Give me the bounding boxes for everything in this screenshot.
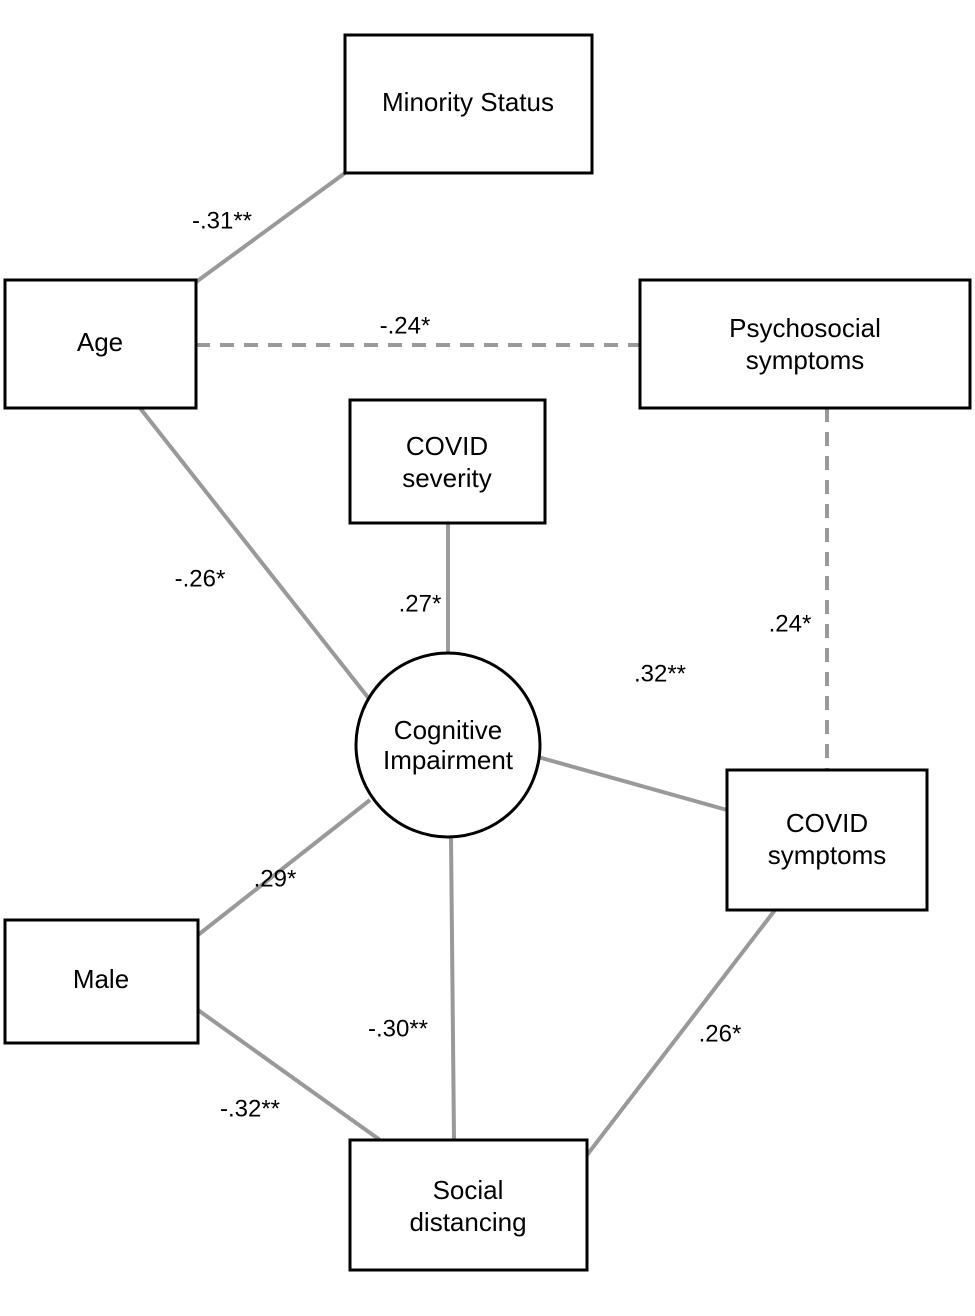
node-covid-symptoms-label-2: symptoms <box>768 840 886 870</box>
edge-age-cogimp <box>140 408 370 700</box>
edge-label-age-psychsym: -.24* <box>380 312 431 339</box>
edge-label-covidsym-socdist: .26* <box>699 1020 742 1047</box>
node-covid-severity-label-1: COVID <box>406 431 488 461</box>
edge-label-socdist-cogimp: -.30** <box>368 1015 428 1042</box>
node-social-distancing <box>350 1140 587 1270</box>
node-covid-symptoms-label-1: COVID <box>786 808 868 838</box>
edge-label-psychsym-covidsym: .24* <box>769 610 812 637</box>
edge-label-male-socdist: -.32** <box>220 1095 280 1122</box>
node-covid-severity <box>350 400 545 523</box>
node-cogimp-label-1: Cognitive <box>394 715 502 745</box>
edge-label-covidsev-cogimp: .27* <box>399 590 442 617</box>
path-diagram: Minority Status Age Psychosocial symptom… <box>0 0 975 1316</box>
node-male-label: Male <box>73 964 129 994</box>
edge-covidsym-cogimp <box>538 757 727 810</box>
edge-label-minority-age: -.31** <box>192 207 252 234</box>
node-psychosocial-label-1: Psychosocial <box>729 313 881 343</box>
node-minority-status-label: Minority Status <box>382 87 554 117</box>
edge-label-covidsym-cogimp: .32** <box>634 660 686 687</box>
edge-label-age-cogimp: -.26* <box>175 565 226 592</box>
node-age-label: Age <box>77 327 123 357</box>
edge-socdist-cogimp <box>451 837 454 1140</box>
edge-covidsym-socdist <box>587 910 775 1155</box>
node-socdist-label-2: distancing <box>409 1207 526 1237</box>
edge-label-male-cogimp: .29* <box>254 865 297 892</box>
node-cogimp-label-2: Impairment <box>383 745 514 775</box>
node-socdist-label-1: Social <box>433 1175 504 1205</box>
node-covid-severity-label-2: severity <box>402 463 492 493</box>
node-psychosocial-label-2: symptoms <box>746 345 864 375</box>
